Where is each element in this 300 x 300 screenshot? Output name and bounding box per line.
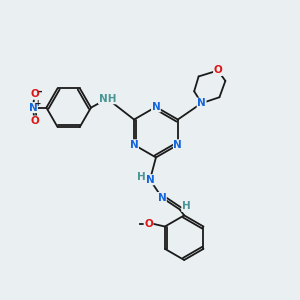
Text: H: H [182, 202, 190, 212]
Text: O: O [30, 116, 39, 126]
Text: O: O [30, 89, 39, 99]
Text: O: O [144, 219, 153, 229]
Text: H: H [137, 172, 146, 182]
Text: NH: NH [99, 94, 116, 104]
Text: O: O [214, 65, 222, 76]
Text: N: N [158, 193, 166, 202]
Text: N: N [197, 98, 206, 108]
Text: +: + [34, 99, 40, 108]
Text: N: N [146, 175, 154, 185]
Text: N: N [130, 140, 138, 150]
Text: N: N [173, 140, 182, 150]
Text: -: - [37, 87, 42, 97]
Text: N: N [28, 103, 38, 112]
Text: N: N [152, 102, 160, 112]
